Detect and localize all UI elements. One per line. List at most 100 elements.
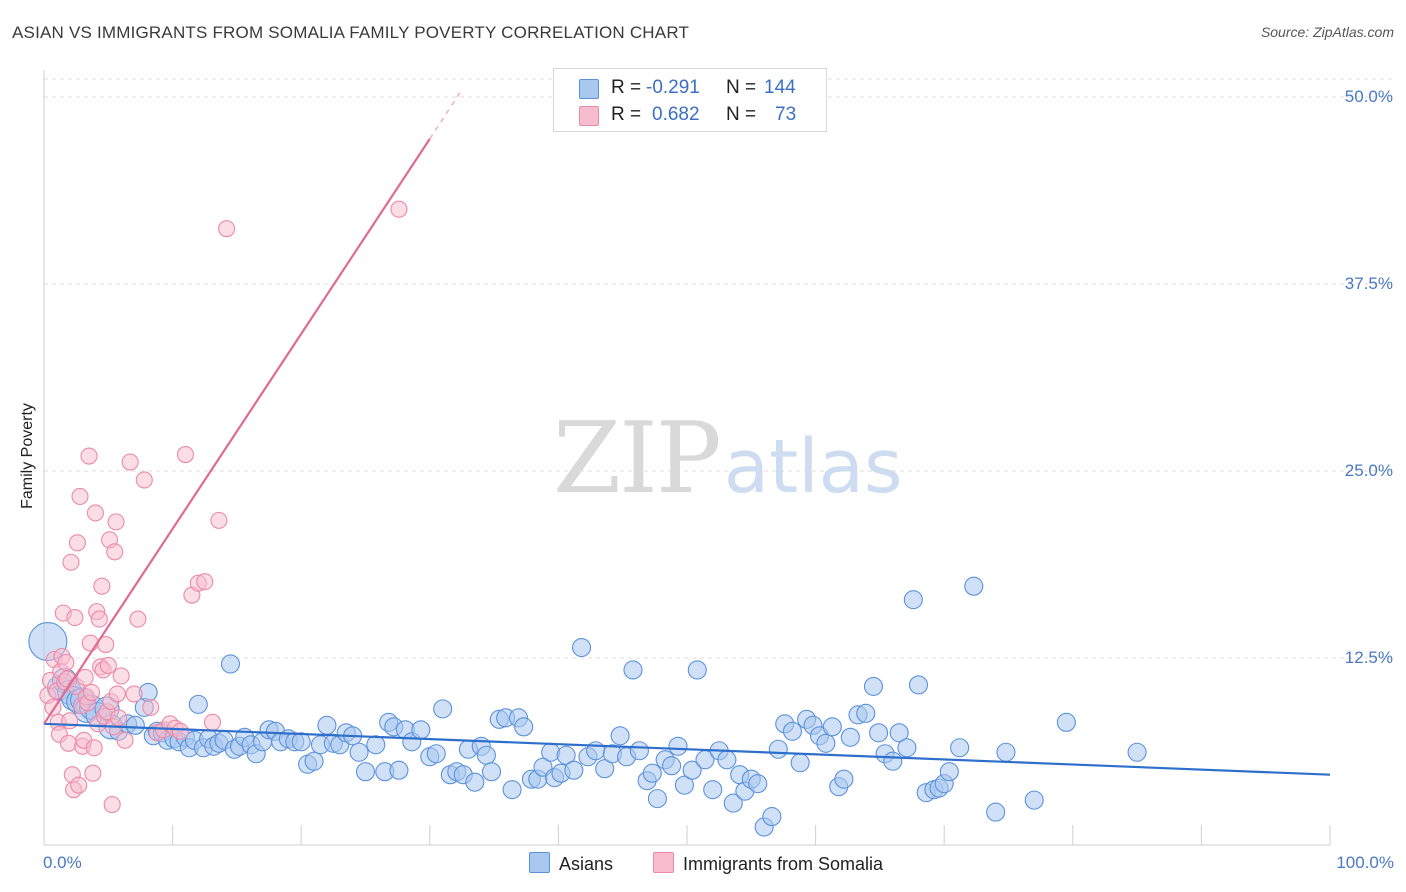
- somalia-point: [110, 709, 128, 727]
- axes: [43, 70, 1331, 846]
- somalia-point: [86, 504, 104, 522]
- asian-point: [220, 654, 241, 674]
- somalia-point: [61, 712, 79, 730]
- legend-asians-swatch: [529, 852, 550, 873]
- asian-point: [840, 727, 860, 747]
- somalia-point: [176, 445, 195, 464]
- somalia-point: [103, 796, 121, 814]
- x-tick-min: 0.0%: [43, 853, 82, 872]
- asian-point: [433, 699, 453, 719]
- somalia-point: [81, 634, 99, 652]
- asian-point: [897, 738, 917, 758]
- asian-n-value: 144: [764, 77, 796, 98]
- somalia-r-value: 0.682: [652, 104, 700, 125]
- asian-swatch: [579, 79, 599, 99]
- asian-point: [723, 793, 743, 813]
- asian-point: [1024, 790, 1044, 810]
- somalia-point: [83, 683, 101, 701]
- somalia-point: [196, 573, 214, 591]
- asian-n-label: N =: [726, 77, 757, 98]
- asian-point: [889, 723, 909, 743]
- x-tick-max: 100.0%: [1336, 853, 1394, 872]
- somalia-trend-line: [43, 138, 431, 725]
- asian-point: [748, 774, 768, 794]
- asian-point: [291, 732, 311, 752]
- somalia-point: [76, 668, 94, 686]
- asian-point: [782, 721, 803, 741]
- asian-point: [1056, 712, 1076, 732]
- somalia-point: [210, 511, 228, 529]
- legend-somalia-swatch: [653, 852, 674, 873]
- asian-point: [349, 742, 369, 762]
- asian-point: [768, 739, 788, 759]
- trend-lines: [43, 89, 1331, 776]
- somalia-point: [129, 610, 147, 628]
- somalia-point: [112, 667, 130, 685]
- somalia-n-label: N =: [726, 104, 757, 125]
- y-axis-label: Family Poverty: [19, 403, 36, 509]
- asian-point: [869, 723, 889, 743]
- somalia-point: [108, 685, 126, 703]
- asian-point: [623, 660, 643, 680]
- somalia-point: [116, 731, 134, 749]
- source-credit: Source: ZipAtlas.com: [1260, 24, 1394, 40]
- asian-point: [426, 744, 446, 764]
- asian-point: [411, 720, 431, 740]
- watermark-atlas: atlas: [723, 424, 903, 510]
- asian-point: [125, 715, 145, 735]
- asian-point: [502, 780, 522, 800]
- asian-point: [481, 762, 502, 782]
- asian-point: [541, 742, 561, 762]
- asian-point: [908, 675, 929, 695]
- asian-point: [883, 751, 903, 771]
- somalia-point: [99, 656, 117, 675]
- asian-point: [674, 775, 694, 795]
- asian-point: [1127, 742, 1147, 762]
- asian-point: [188, 694, 208, 714]
- asian-point: [514, 717, 534, 737]
- asian-point: [950, 738, 970, 758]
- asian-point: [317, 715, 337, 735]
- somalia-point: [57, 653, 75, 672]
- asian-r-label: R =: [611, 77, 642, 98]
- somalia-point: [62, 553, 80, 571]
- asian-point: [939, 762, 959, 782]
- somalia-point: [106, 543, 124, 561]
- asian-point: [662, 756, 682, 776]
- asian-point: [366, 735, 386, 755]
- somalia-point: [66, 609, 84, 627]
- somalia-point: [390, 200, 408, 218]
- asian-point: [903, 590, 923, 610]
- asian-point: [642, 763, 662, 783]
- asian-point: [610, 726, 630, 746]
- somalia-n-value: 73: [775, 104, 797, 125]
- asian-point: [856, 703, 876, 723]
- asian-point: [834, 769, 854, 789]
- zipatlas-watermark: ZIPatlas: [553, 402, 903, 516]
- asian-point: [816, 733, 836, 753]
- asian-point: [717, 750, 737, 770]
- asian-point: [986, 802, 1006, 822]
- somalia-point: [125, 685, 143, 703]
- asian-point: [355, 762, 376, 782]
- somalia-point: [80, 447, 98, 465]
- somalia-point: [71, 487, 89, 505]
- asian-point: [863, 676, 884, 696]
- asian-point: [465, 772, 485, 792]
- y-tick-label-2: 37.5%: [1344, 274, 1393, 293]
- asian-point: [762, 807, 782, 827]
- somalia-point: [85, 739, 103, 757]
- somalia-point: [90, 610, 108, 628]
- asian-point: [790, 753, 810, 773]
- asian-point: [595, 759, 615, 779]
- asian-point: [571, 637, 592, 658]
- correlation-stats-box: R = -0.291 N = 144 R = 0.682 N = 73: [553, 68, 827, 132]
- asian-point: [822, 717, 842, 737]
- asian-point: [996, 742, 1016, 762]
- y-tick-label-1: 25.0%: [1344, 461, 1393, 480]
- legend-asians[interactable]: Asians: [529, 852, 613, 875]
- legend-somalia-label: Immigrants from Somalia: [683, 854, 884, 874]
- legend-somalia[interactable]: Immigrants from Somalia: [653, 852, 883, 875]
- asian-point: [476, 745, 496, 765]
